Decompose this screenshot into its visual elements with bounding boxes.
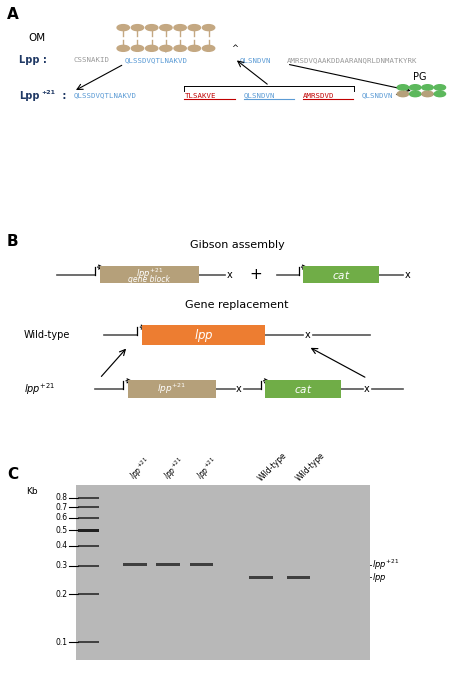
Text: $cat$: $cat$ bbox=[332, 269, 350, 280]
Text: Kb: Kb bbox=[26, 487, 38, 496]
FancyBboxPatch shape bbox=[100, 266, 199, 283]
Text: AMRSDVD: AMRSDVD bbox=[303, 93, 334, 99]
Circle shape bbox=[188, 45, 201, 51]
FancyBboxPatch shape bbox=[78, 545, 99, 547]
Text: Wild-type: Wild-type bbox=[295, 451, 327, 483]
Text: 0.1: 0.1 bbox=[55, 638, 67, 647]
Text: CSSNAKID: CSSNAKID bbox=[73, 57, 109, 63]
Text: QLSNDVN: QLSNDVN bbox=[362, 93, 393, 99]
Text: QLSNDVN: QLSNDVN bbox=[244, 93, 275, 99]
Circle shape bbox=[422, 91, 433, 97]
Text: x: x bbox=[364, 384, 370, 394]
Text: $lpp$: $lpp$ bbox=[372, 571, 387, 584]
FancyBboxPatch shape bbox=[156, 563, 180, 566]
Text: 0.4: 0.4 bbox=[55, 542, 67, 550]
Text: TLSAKVE: TLSAKVE bbox=[184, 93, 216, 99]
Text: QLSNDVN: QLSNDVN bbox=[239, 57, 271, 63]
FancyBboxPatch shape bbox=[78, 506, 99, 508]
FancyBboxPatch shape bbox=[76, 485, 370, 660]
Circle shape bbox=[410, 85, 421, 90]
FancyBboxPatch shape bbox=[78, 497, 99, 499]
Circle shape bbox=[131, 45, 144, 51]
FancyBboxPatch shape bbox=[265, 380, 341, 398]
Circle shape bbox=[117, 24, 129, 30]
Circle shape bbox=[160, 45, 172, 51]
Text: C: C bbox=[7, 467, 18, 482]
FancyBboxPatch shape bbox=[78, 529, 99, 532]
Text: $lpp^{+21}$: $lpp^{+21}$ bbox=[128, 455, 155, 483]
FancyBboxPatch shape bbox=[78, 593, 99, 595]
Circle shape bbox=[434, 85, 446, 90]
Text: 0.6: 0.6 bbox=[55, 513, 67, 522]
Text: +21: +21 bbox=[42, 90, 56, 95]
Text: PG: PG bbox=[413, 72, 426, 82]
Text: $lpp^{+21}$: $lpp^{+21}$ bbox=[372, 558, 399, 572]
Text: $lpp$: $lpp$ bbox=[194, 327, 214, 344]
Circle shape bbox=[117, 45, 129, 51]
Circle shape bbox=[397, 85, 409, 90]
Text: $lpp^{+21}$: $lpp^{+21}$ bbox=[157, 382, 186, 396]
Text: Wild-type: Wild-type bbox=[257, 451, 289, 483]
Text: :: : bbox=[59, 91, 67, 100]
FancyBboxPatch shape bbox=[78, 641, 99, 643]
Circle shape bbox=[202, 24, 215, 30]
FancyBboxPatch shape bbox=[78, 517, 99, 519]
Circle shape bbox=[410, 91, 421, 97]
Text: ^: ^ bbox=[231, 45, 238, 53]
Text: x: x bbox=[404, 269, 410, 280]
Circle shape bbox=[131, 24, 144, 30]
FancyBboxPatch shape bbox=[142, 326, 265, 345]
Text: Lpp: Lpp bbox=[19, 91, 39, 100]
Text: 0.8: 0.8 bbox=[55, 494, 67, 502]
Circle shape bbox=[434, 91, 446, 97]
FancyBboxPatch shape bbox=[190, 563, 213, 566]
Circle shape bbox=[202, 45, 215, 51]
Text: Lpp :: Lpp : bbox=[19, 55, 47, 65]
FancyBboxPatch shape bbox=[78, 565, 99, 567]
Circle shape bbox=[188, 24, 201, 30]
Text: Gibson assembly: Gibson assembly bbox=[190, 240, 284, 250]
Text: Wild-type: Wild-type bbox=[24, 330, 70, 341]
Circle shape bbox=[146, 45, 158, 51]
Text: 0.2: 0.2 bbox=[55, 590, 67, 598]
Text: A: A bbox=[7, 7, 19, 22]
Text: B: B bbox=[7, 234, 19, 248]
Circle shape bbox=[160, 24, 172, 30]
Circle shape bbox=[422, 85, 433, 90]
Text: $lpp^{+21}$: $lpp^{+21}$ bbox=[24, 381, 55, 397]
FancyBboxPatch shape bbox=[249, 575, 273, 579]
Text: OM: OM bbox=[28, 33, 46, 43]
Text: QLSSDVQTLNAKVD: QLSSDVQTLNAKVD bbox=[124, 57, 187, 63]
FancyBboxPatch shape bbox=[123, 563, 147, 566]
Text: gene block: gene block bbox=[128, 275, 170, 284]
Text: QLSSDVQTLNAKVD: QLSSDVQTLNAKVD bbox=[73, 93, 137, 99]
Circle shape bbox=[174, 45, 186, 51]
FancyBboxPatch shape bbox=[303, 266, 379, 283]
FancyBboxPatch shape bbox=[287, 575, 310, 579]
Text: $lpp^{+21}$: $lpp^{+21}$ bbox=[194, 455, 221, 483]
Text: x: x bbox=[236, 384, 242, 394]
Text: $lpp^{+21}$: $lpp^{+21}$ bbox=[161, 455, 188, 483]
Text: x: x bbox=[227, 269, 232, 280]
Text: 0.3: 0.3 bbox=[55, 561, 67, 571]
Text: Gene replacement: Gene replacement bbox=[185, 301, 289, 310]
Text: x: x bbox=[305, 330, 310, 341]
Circle shape bbox=[397, 91, 409, 97]
Circle shape bbox=[146, 24, 158, 30]
Text: $lpp^{+21}$: $lpp^{+21}$ bbox=[136, 266, 163, 280]
Text: +: + bbox=[250, 267, 262, 282]
FancyBboxPatch shape bbox=[128, 380, 216, 398]
Text: 0.7: 0.7 bbox=[55, 502, 67, 512]
Text: AMRSDVQAAKDDAARANQRLDNMATKYRK: AMRSDVQAAKDDAARANQRLDNMATKYRK bbox=[287, 57, 417, 63]
Text: $cat$: $cat$ bbox=[294, 383, 312, 395]
Text: 0.5: 0.5 bbox=[55, 526, 67, 535]
Circle shape bbox=[174, 24, 186, 30]
